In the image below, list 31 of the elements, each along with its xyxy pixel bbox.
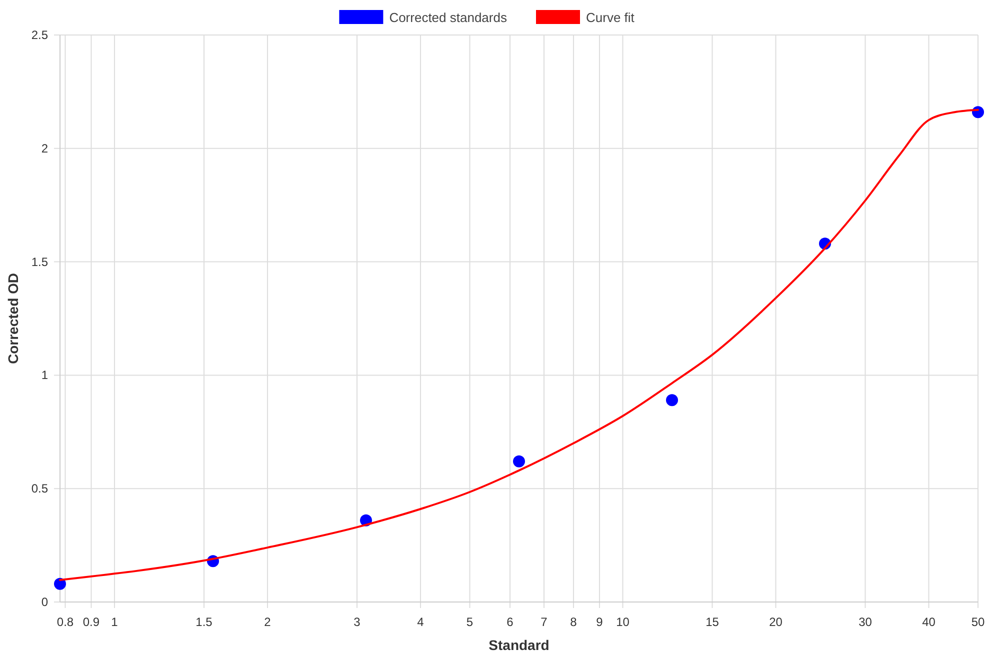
legend-label: Corrected standards xyxy=(389,10,508,25)
x-tick-label: 4 xyxy=(417,615,424,629)
x-tick-label: 7 xyxy=(540,615,548,629)
x-tick-label: 8 xyxy=(570,615,578,629)
y-tick-label: 2.5 xyxy=(31,28,48,42)
x-tick-label: 2 xyxy=(264,615,272,629)
y-axis-title: Corrected OD xyxy=(5,272,21,364)
x-tick-label: 6 xyxy=(506,615,514,629)
x-tick-label: 10 xyxy=(616,615,630,629)
x-tick-label: 5 xyxy=(466,615,474,629)
point xyxy=(54,578,66,590)
x-axis-title: Standard xyxy=(488,637,550,653)
point xyxy=(513,455,525,468)
x-tick-label: 15 xyxy=(706,615,720,629)
legend-label: Curve fit xyxy=(586,10,635,25)
point xyxy=(666,394,678,406)
y-tick-label: 2 xyxy=(41,141,48,156)
y-tick-label: 1 xyxy=(41,368,48,382)
x-tick-label: 50 xyxy=(971,615,985,629)
x-tick-label: 9 xyxy=(596,615,604,629)
x-tick-label: 1 xyxy=(111,615,118,629)
x-tick-label: 0.9 xyxy=(82,615,100,629)
y-tick-label: 1.5 xyxy=(31,254,48,269)
x-tick-label: 3 xyxy=(354,615,361,629)
y-tick-label: 0 xyxy=(41,595,48,609)
y-tick-label: 0.5 xyxy=(31,482,48,496)
x-tick-label: 30 xyxy=(858,615,872,629)
x-tick-label: 1.5 xyxy=(196,615,213,629)
x-tick-label: 20 xyxy=(769,615,783,629)
x-tick-label: 0.8 xyxy=(56,615,74,629)
x-tick-label: 40 xyxy=(922,615,936,629)
